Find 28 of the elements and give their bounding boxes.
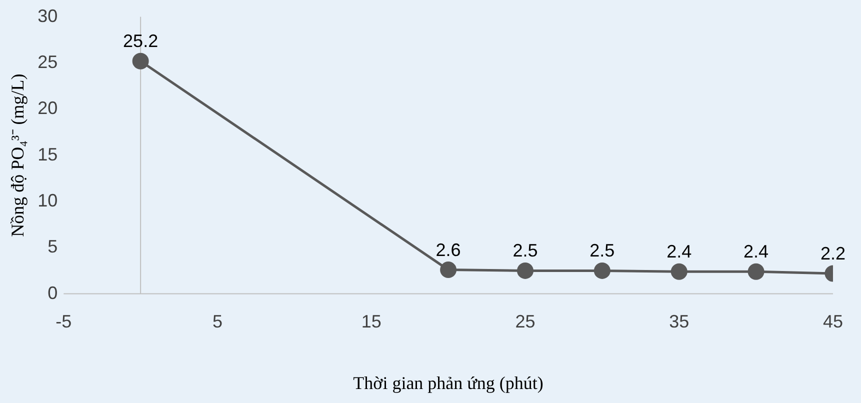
x-tick-label: 45 <box>822 312 844 332</box>
x-tick-label: 5 <box>212 312 223 332</box>
data-label: 25.2 <box>123 31 158 52</box>
data-label: 2.5 <box>512 240 538 261</box>
point <box>132 52 149 70</box>
point <box>594 262 610 279</box>
x-tick-label: 15 <box>361 312 382 332</box>
point <box>748 263 764 280</box>
x-tick-label: -5 <box>56 312 72 332</box>
x-tick-label: 25 <box>515 312 536 332</box>
point <box>516 262 534 279</box>
x-tick-label: 35 <box>669 312 690 332</box>
data-label: 2.4 <box>744 242 769 262</box>
data-label: 2.4 <box>666 242 692 262</box>
y-tick-label: 20 <box>38 98 58 118</box>
point <box>670 263 688 280</box>
data-label: 2.2 <box>820 243 846 264</box>
data-label: 2.6 <box>436 240 461 260</box>
y-tick-label: 30 <box>38 6 58 26</box>
data-label: 2.5 <box>590 240 615 261</box>
point <box>440 262 457 278</box>
y-tick-label: 10 <box>38 190 58 210</box>
y-tick-label: 15 <box>38 144 58 164</box>
y-tick-label: 25 <box>38 52 58 72</box>
y-tick-label: 5 <box>48 236 58 257</box>
x-axis-title: Thời gian phản ứng (phút) <box>353 372 544 393</box>
y-axis-title: Nồng độ PO₄³⁻ (mg/L) <box>8 74 28 237</box>
y-tick-label: 0 <box>48 282 58 303</box>
